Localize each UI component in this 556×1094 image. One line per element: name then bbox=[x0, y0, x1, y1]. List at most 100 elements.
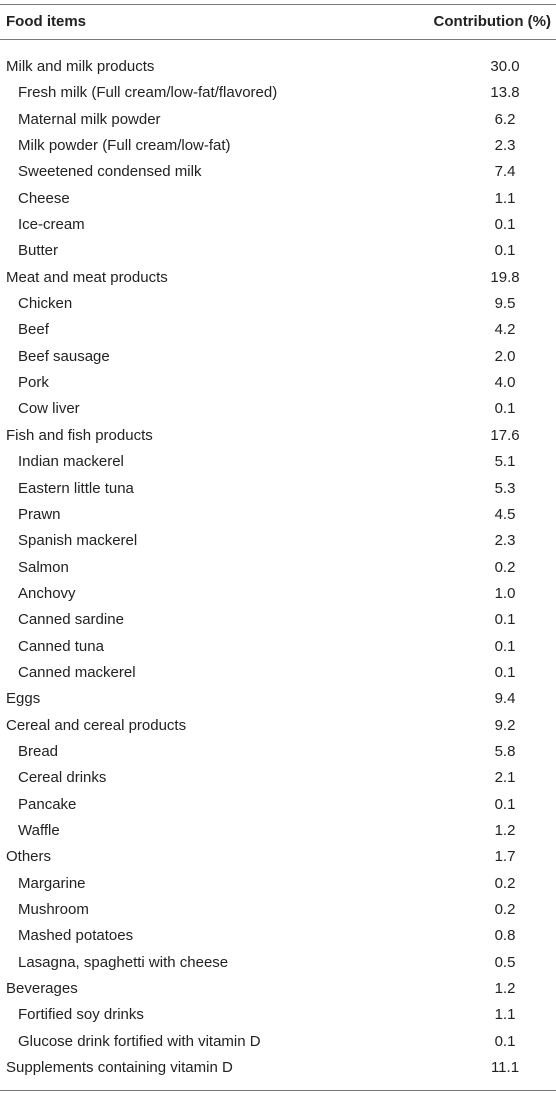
contribution-value: 1.0 bbox=[494, 584, 516, 602]
food-item-label: Fortified soy drinks bbox=[18, 1006, 144, 1024]
table-row-subitem: Pork 4.0 bbox=[0, 370, 556, 396]
contribution-value: 0.1 bbox=[494, 242, 516, 260]
food-item-label: Beef sausage bbox=[18, 347, 110, 365]
contribution-value: 0.1 bbox=[494, 216, 516, 234]
table-body: Milk and milk products 30.0 Fresh milk (Fu… bbox=[0, 54, 556, 1081]
table-row-subitem: Beef 4.2 bbox=[0, 317, 556, 343]
table-row-subitem: Maternal milk powder 6.2 bbox=[0, 107, 556, 133]
contribution-value: 4.2 bbox=[494, 321, 516, 339]
food-item-label: Butter bbox=[18, 242, 59, 260]
food-item-label: Prawn bbox=[18, 505, 61, 523]
contribution-value: 2.3 bbox=[494, 137, 516, 155]
food-item-label: Cow liver bbox=[18, 400, 80, 418]
table-row-subitem: Lasagna, spaghetti with cheese 0.5 bbox=[0, 950, 556, 976]
contribution-value: 2.1 bbox=[494, 769, 516, 787]
table-row-category: Cereal and cereal products 9.2 bbox=[0, 713, 556, 739]
table-row-category: Others 1.7 bbox=[0, 844, 556, 870]
food-item-label: Eastern little tuna bbox=[18, 479, 134, 497]
food-item-label: Canned mackerel bbox=[18, 663, 136, 681]
contribution-value: 1.2 bbox=[494, 821, 516, 839]
contribution-value: 9.2 bbox=[494, 716, 516, 734]
contribution-value: 0.2 bbox=[494, 901, 516, 918]
contribution-value: 7.4 bbox=[494, 163, 516, 181]
food-item-label: Waffle bbox=[18, 821, 60, 839]
table-row-subitem: Prawn 4.5 bbox=[0, 502, 556, 528]
food-item-label: Glucose drink fortified with vitamin D bbox=[18, 1032, 261, 1050]
table-row-subitem: Chicken 9.5 bbox=[0, 291, 556, 317]
contribution-value: 19.8 bbox=[490, 268, 520, 286]
contribution-value: 0.5 bbox=[494, 953, 516, 971]
table-row-subitem: Spanish mackerel 2.3 bbox=[0, 528, 556, 554]
contribution-value: 0.1 bbox=[494, 1032, 516, 1050]
table-row-category: Meat and meat products 19.8 bbox=[0, 265, 556, 291]
contribution-value: 2.0 bbox=[494, 347, 516, 365]
table-row-subitem: Fresh milk (Full cream/low-fat/flavored)… bbox=[0, 80, 556, 106]
contribution-value: 9.4 bbox=[494, 690, 516, 708]
food-item-label: Fresh milk (Full cream/low-fat/flavored) bbox=[18, 84, 278, 102]
food-item-label: Eggs bbox=[6, 690, 41, 708]
table-row-subitem: Indian mackerel 5.1 bbox=[0, 449, 556, 475]
contribution-value: 0.1 bbox=[494, 611, 516, 629]
table-row-subitem: Cereal drinks 2.1 bbox=[0, 765, 556, 791]
contribution-value: 0.2 bbox=[494, 874, 516, 892]
contribution-value: 0.1 bbox=[494, 400, 516, 418]
food-item-label: Lasagna, spaghetti with cheese bbox=[18, 953, 229, 971]
food-item-label: Milk powder (Full cream/low-fat) bbox=[18, 137, 231, 155]
food-item-label: Others bbox=[6, 848, 52, 866]
food-item-label: Ice-cream bbox=[18, 216, 85, 234]
food-item-label: Mushroom bbox=[18, 901, 89, 918]
food-item-label: Canned tuna bbox=[18, 637, 104, 655]
contribution-value: 13.8 bbox=[490, 84, 520, 102]
table-row-category: Fish and fish products 17.6 bbox=[0, 423, 556, 449]
food-item-label: Sweetened condensed milk bbox=[18, 163, 202, 181]
table-row-subitem: Mashed potatoes 0.8 bbox=[0, 923, 556, 949]
contribution-value: 6.2 bbox=[494, 110, 516, 128]
contribution-value: 4.0 bbox=[494, 374, 516, 392]
header-food-items: Food items bbox=[6, 13, 87, 30]
contribution-value: 5.3 bbox=[494, 479, 516, 497]
food-item-label: Mashed potatoes bbox=[18, 927, 134, 945]
contribution-value: 1.1 bbox=[494, 1006, 516, 1024]
table-top-rule bbox=[0, 4, 556, 5]
table-row-subitem: Canned sardine 0.1 bbox=[0, 607, 556, 633]
contribution-value: 0.2 bbox=[494, 558, 516, 576]
contribution-value: 4.5 bbox=[494, 505, 516, 523]
contribution-value: 2.3 bbox=[494, 532, 516, 550]
food-item-label: Beef bbox=[18, 321, 49, 339]
contribution-value: 1.2 bbox=[494, 980, 516, 998]
contribution-value: 9.5 bbox=[494, 295, 516, 313]
table-row-subitem: Sweetened condensed milk 7.4 bbox=[0, 159, 556, 185]
table-row-subitem: Waffle 1.2 bbox=[0, 818, 556, 844]
food-item-label: Fish and fish products bbox=[6, 426, 153, 444]
table-header: Food items Contribution (%) bbox=[0, 6, 556, 38]
food-item-label: Pork bbox=[18, 374, 49, 392]
contribution-value: 0.1 bbox=[494, 663, 516, 681]
contribution-value: 1.1 bbox=[494, 189, 516, 207]
contribution-value: 5.1 bbox=[494, 453, 516, 471]
table-row-subitem: Beef sausage 2.0 bbox=[0, 344, 556, 370]
table-header-rule bbox=[0, 39, 556, 40]
contribution-value: 0.1 bbox=[494, 637, 516, 655]
table-row-category: Beverages 1.2 bbox=[0, 976, 556, 1002]
header-contribution: Contribution (%) bbox=[433, 13, 551, 30]
table-bottom-rule bbox=[0, 1090, 556, 1091]
table-row-subitem: Cow liver 0.1 bbox=[0, 396, 556, 422]
table-row-subitem: Cheese 1.1 bbox=[0, 186, 556, 212]
food-item-label: Cereal and cereal products bbox=[6, 716, 187, 734]
contribution-value: 5.8 bbox=[494, 742, 516, 760]
food-item-label: Bread bbox=[18, 742, 59, 760]
food-item-label: Anchovy bbox=[18, 584, 76, 602]
table-row-subitem: Glucose drink fortified with vitamin D 0.… bbox=[0, 1029, 556, 1055]
contribution-value: 17.6 bbox=[490, 426, 520, 444]
table-row-category: Milk and milk products 30.0 bbox=[0, 54, 556, 80]
food-item-label: Beverages bbox=[6, 980, 78, 998]
table-row-subitem: Butter 0.1 bbox=[0, 238, 556, 264]
table-row-subitem: Ice-cream 0.1 bbox=[0, 212, 556, 238]
table-row-subitem: Margarine 0.2 bbox=[0, 871, 556, 897]
contribution-value: 0.8 bbox=[494, 927, 516, 945]
contribution-value: 11.1 bbox=[490, 1059, 520, 1077]
table-row-subitem: Eastern little tuna 5.3 bbox=[0, 476, 556, 502]
food-item-label: Milk and milk products bbox=[6, 58, 155, 75]
food-item-label: Maternal milk powder bbox=[18, 110, 161, 128]
